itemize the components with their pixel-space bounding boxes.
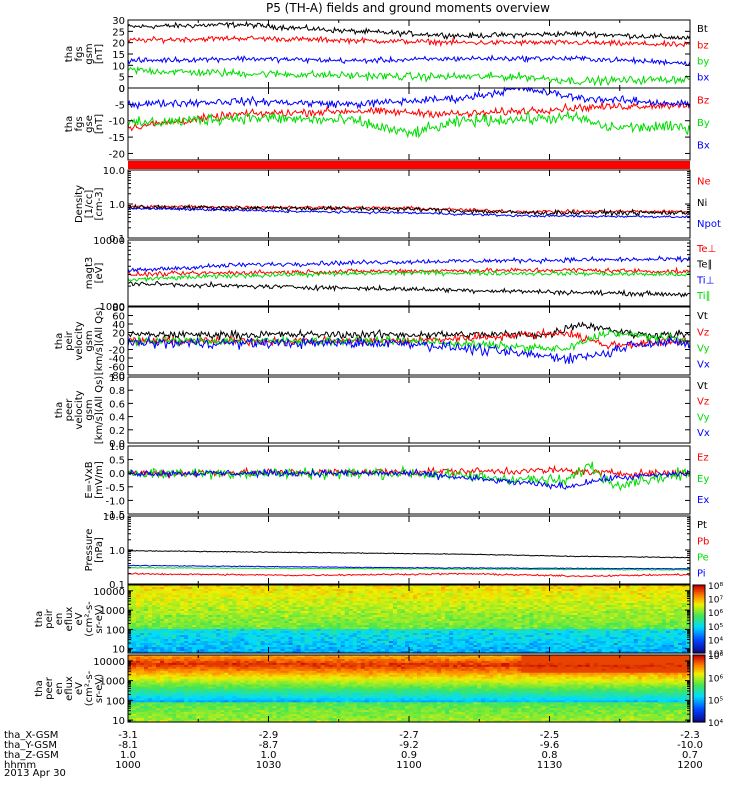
legend-Ti∥: Ti∥ bbox=[696, 291, 711, 302]
legend-Bz: Bz bbox=[697, 95, 709, 106]
series-line-bz bbox=[128, 36, 690, 47]
y-tick-label: 30 bbox=[112, 16, 125, 27]
y-tick-label: 20 bbox=[112, 39, 125, 50]
legend-Vt: Vt bbox=[697, 381, 708, 392]
legend-Vz: Vz bbox=[697, 397, 709, 408]
legend-Bt: Bt bbox=[697, 24, 708, 35]
panel-5: -80-60-40-20020406080thapeirvelocitygsm[… bbox=[54, 303, 710, 382]
y-axis-label: thapeervelocitygsm[km/s](All Qs) bbox=[54, 376, 105, 444]
legend-Vt: Vt bbox=[697, 311, 708, 322]
legend-Pe: Pe bbox=[697, 552, 709, 563]
series-line-Ti∥ bbox=[128, 270, 690, 281]
y-axis-label: Pressure[nPa] bbox=[84, 529, 105, 572]
series-line-bx bbox=[128, 56, 690, 66]
series-line-Te∥ bbox=[128, 281, 690, 296]
legend-Pt: Pt bbox=[697, 520, 707, 531]
panel-frame bbox=[128, 377, 690, 443]
legend-Ti⊥: Ti⊥ bbox=[696, 275, 714, 286]
y-axis-label: thapeirvelocitygsm[km/s](All Qs) bbox=[54, 307, 105, 375]
legend-bz: bz bbox=[697, 40, 709, 51]
legend-bx: bx bbox=[697, 73, 709, 84]
y-axis-label-line: [cm-3] bbox=[94, 187, 105, 220]
legend-Vz: Vz bbox=[697, 327, 709, 338]
y-tick-label: 1.0 bbox=[109, 442, 125, 453]
legend-Bx: Bx bbox=[697, 140, 710, 151]
y-tick-label: -10 bbox=[109, 117, 125, 128]
y-tick-label: 0.4 bbox=[109, 413, 125, 424]
y-axis-label-line: [km/s](All Qs) bbox=[94, 307, 105, 375]
y-tick-label: -20 bbox=[109, 149, 125, 160]
panel-frame bbox=[128, 170, 690, 238]
legend-by: by bbox=[697, 56, 709, 67]
y-tick-label: -0.5 bbox=[105, 483, 125, 494]
y-axis-label-line: [nT] bbox=[94, 114, 105, 134]
y-tick-label: 0.2 bbox=[109, 426, 125, 437]
y-tick-label: 0.8 bbox=[109, 386, 125, 397]
panel-separator-bar bbox=[128, 161, 690, 169]
y-axis-label-line: [nT] bbox=[94, 44, 105, 64]
y-tick-label: -15 bbox=[109, 133, 125, 144]
y-tick-label: -5 bbox=[115, 100, 125, 111]
y-axis-label-line: [eV] bbox=[94, 263, 105, 284]
legend-Pi: Pi bbox=[697, 569, 706, 580]
y-tick-label: -1.0 bbox=[105, 496, 125, 507]
y-tick-label: 10 bbox=[112, 61, 125, 72]
series-line-Vt bbox=[128, 323, 690, 340]
panel-2: -20 -15 -10 -5 0 thafgsgse[nT] Bz By Bx bbox=[64, 84, 710, 160]
legend-Vx: Vx bbox=[697, 360, 710, 371]
legend-Ne: Ne bbox=[697, 177, 711, 188]
y-tick-label: 1.0 bbox=[109, 373, 125, 384]
y-tick-label: 1.0 bbox=[109, 546, 125, 557]
legend-Te∥: Te∥ bbox=[696, 260, 713, 271]
y-tick-label: 1.0 bbox=[109, 200, 125, 211]
legend-Vy: Vy bbox=[697, 343, 710, 354]
y-tick-label: 10.0 bbox=[103, 512, 125, 523]
y-axis-label: thafgsgsm[nT] bbox=[64, 43, 105, 64]
y-tick-label: 25 bbox=[112, 27, 125, 38]
legend-Ex: Ex bbox=[697, 495, 709, 506]
y-tick-label: 10.0 bbox=[103, 166, 125, 177]
y-axis-label-line: [km/s](All Qs) bbox=[94, 376, 105, 444]
legend-Vx: Vx bbox=[697, 428, 710, 439]
y-tick-label: 0.5 bbox=[109, 456, 125, 467]
legend-Pb: Pb bbox=[697, 536, 709, 547]
y-tick-label: 0.6 bbox=[109, 399, 125, 410]
y-tick-label: 15 bbox=[112, 50, 125, 61]
legend-Ey: Ey bbox=[697, 474, 709, 485]
panel-6: 0.00.20.40.60.81.0thapeervelocitygsm[km/… bbox=[54, 373, 710, 450]
y-axis-label-line: [nPa] bbox=[94, 537, 105, 563]
spectrogram-9 bbox=[128, 585, 691, 654]
series-line-Ex bbox=[128, 469, 690, 489]
panel-9: 10³10⁴10⁵10⁶10⁷10⁸10100100010000thapeire… bbox=[34, 582, 723, 660]
y-axis-label: magt3[eV] bbox=[84, 257, 105, 290]
legend-Te⊥: Te⊥ bbox=[696, 244, 716, 255]
y-tick-label: 80 bbox=[112, 303, 125, 314]
y-tick-label: 0 bbox=[119, 84, 125, 95]
legend-By: By bbox=[697, 118, 710, 129]
legend-Ez: Ez bbox=[697, 453, 709, 464]
y-axis-label: Density[1/cc][cm-3] bbox=[74, 185, 105, 223]
y-axis-label: E=-VxB[mV/m] bbox=[84, 461, 105, 499]
series-line-Pt bbox=[128, 551, 690, 558]
series-line-Pb bbox=[128, 573, 690, 577]
legend-Npot: Npot bbox=[697, 219, 721, 230]
y-tick-label: 0.0 bbox=[109, 469, 125, 480]
legend-Vy: Vy bbox=[697, 412, 710, 423]
y-axis-label: thafgsgse[nT] bbox=[64, 114, 105, 134]
y-tick-label: 10000 bbox=[93, 236, 125, 247]
y-axis-label-line: [mV/m] bbox=[94, 461, 105, 499]
y-tick-label: 5 bbox=[119, 73, 125, 84]
legend-Ni: Ni bbox=[697, 198, 707, 209]
chart-title: P5 (TH-A) fields and ground moments over… bbox=[266, 1, 550, 15]
panels: 051015202530thafgsgsm[nT]Btbzbybx-20-15-… bbox=[34, 16, 723, 729]
